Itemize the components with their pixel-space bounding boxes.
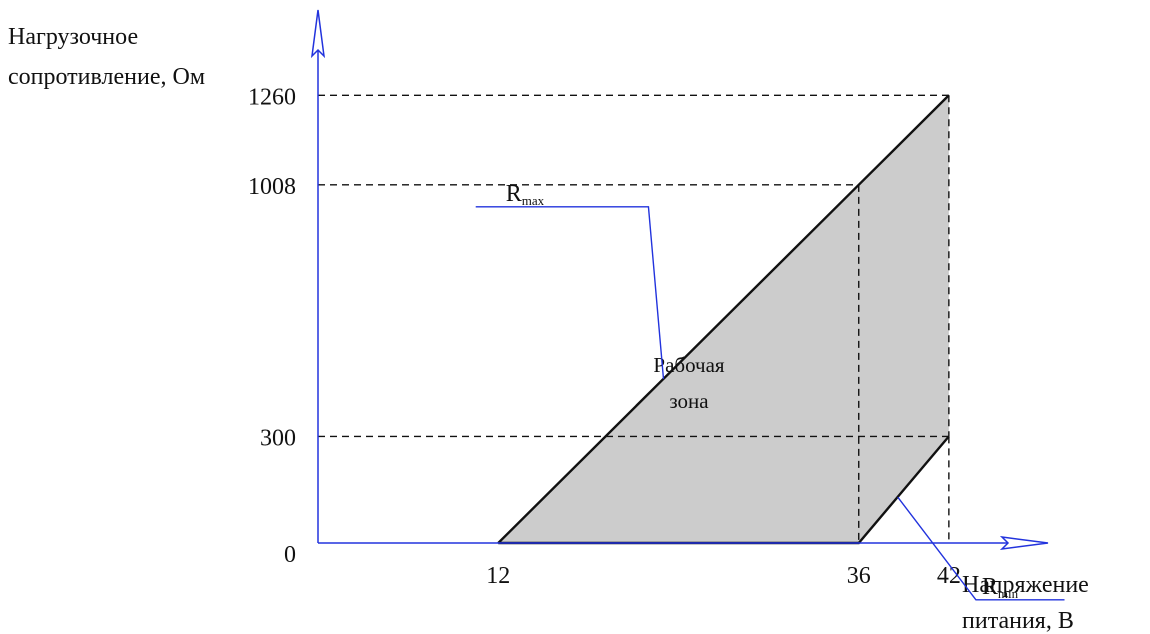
rmin-label: Rmin: [982, 574, 1019, 601]
y-tick-label-1260: 1260: [248, 84, 296, 110]
x-axis-title-line2: питания, В: [962, 608, 1074, 634]
x-tick-label-36: 36: [847, 563, 871, 589]
x-axis-title-line1: Напряжение: [962, 572, 1089, 598]
y-tick-label-300: 300: [260, 425, 296, 451]
series-rmax-line: [497, 94, 950, 544]
working-zone-label-line1: Рабочая: [653, 353, 725, 377]
y-axis-title-line2: сопротивление, Ом: [8, 64, 205, 90]
x-tick-label-42: 42: [937, 563, 961, 589]
rmax-leader-line: [475, 206, 665, 379]
origin-label: 0: [284, 542, 296, 568]
rmin-leader-line: [897, 496, 1065, 601]
x-axis-arrow-icon: [999, 535, 1049, 551]
tick-labels: 12 36 42 1260 1008 300 0: [248, 84, 961, 589]
y-axis-arrow-icon: [310, 9, 326, 59]
x-tick-label-12: 12: [486, 563, 510, 589]
axes: [310, 9, 1049, 551]
rmax-label: Rmax: [506, 181, 545, 208]
callouts: Rmax Rmin: [475, 181, 1065, 601]
working-zone-label-line2: зона: [669, 389, 709, 413]
y-tick-label-1008: 1008: [248, 174, 296, 200]
y-axis-title-line1: Нагрузочное: [8, 24, 138, 50]
guide-lines: [318, 94, 950, 543]
